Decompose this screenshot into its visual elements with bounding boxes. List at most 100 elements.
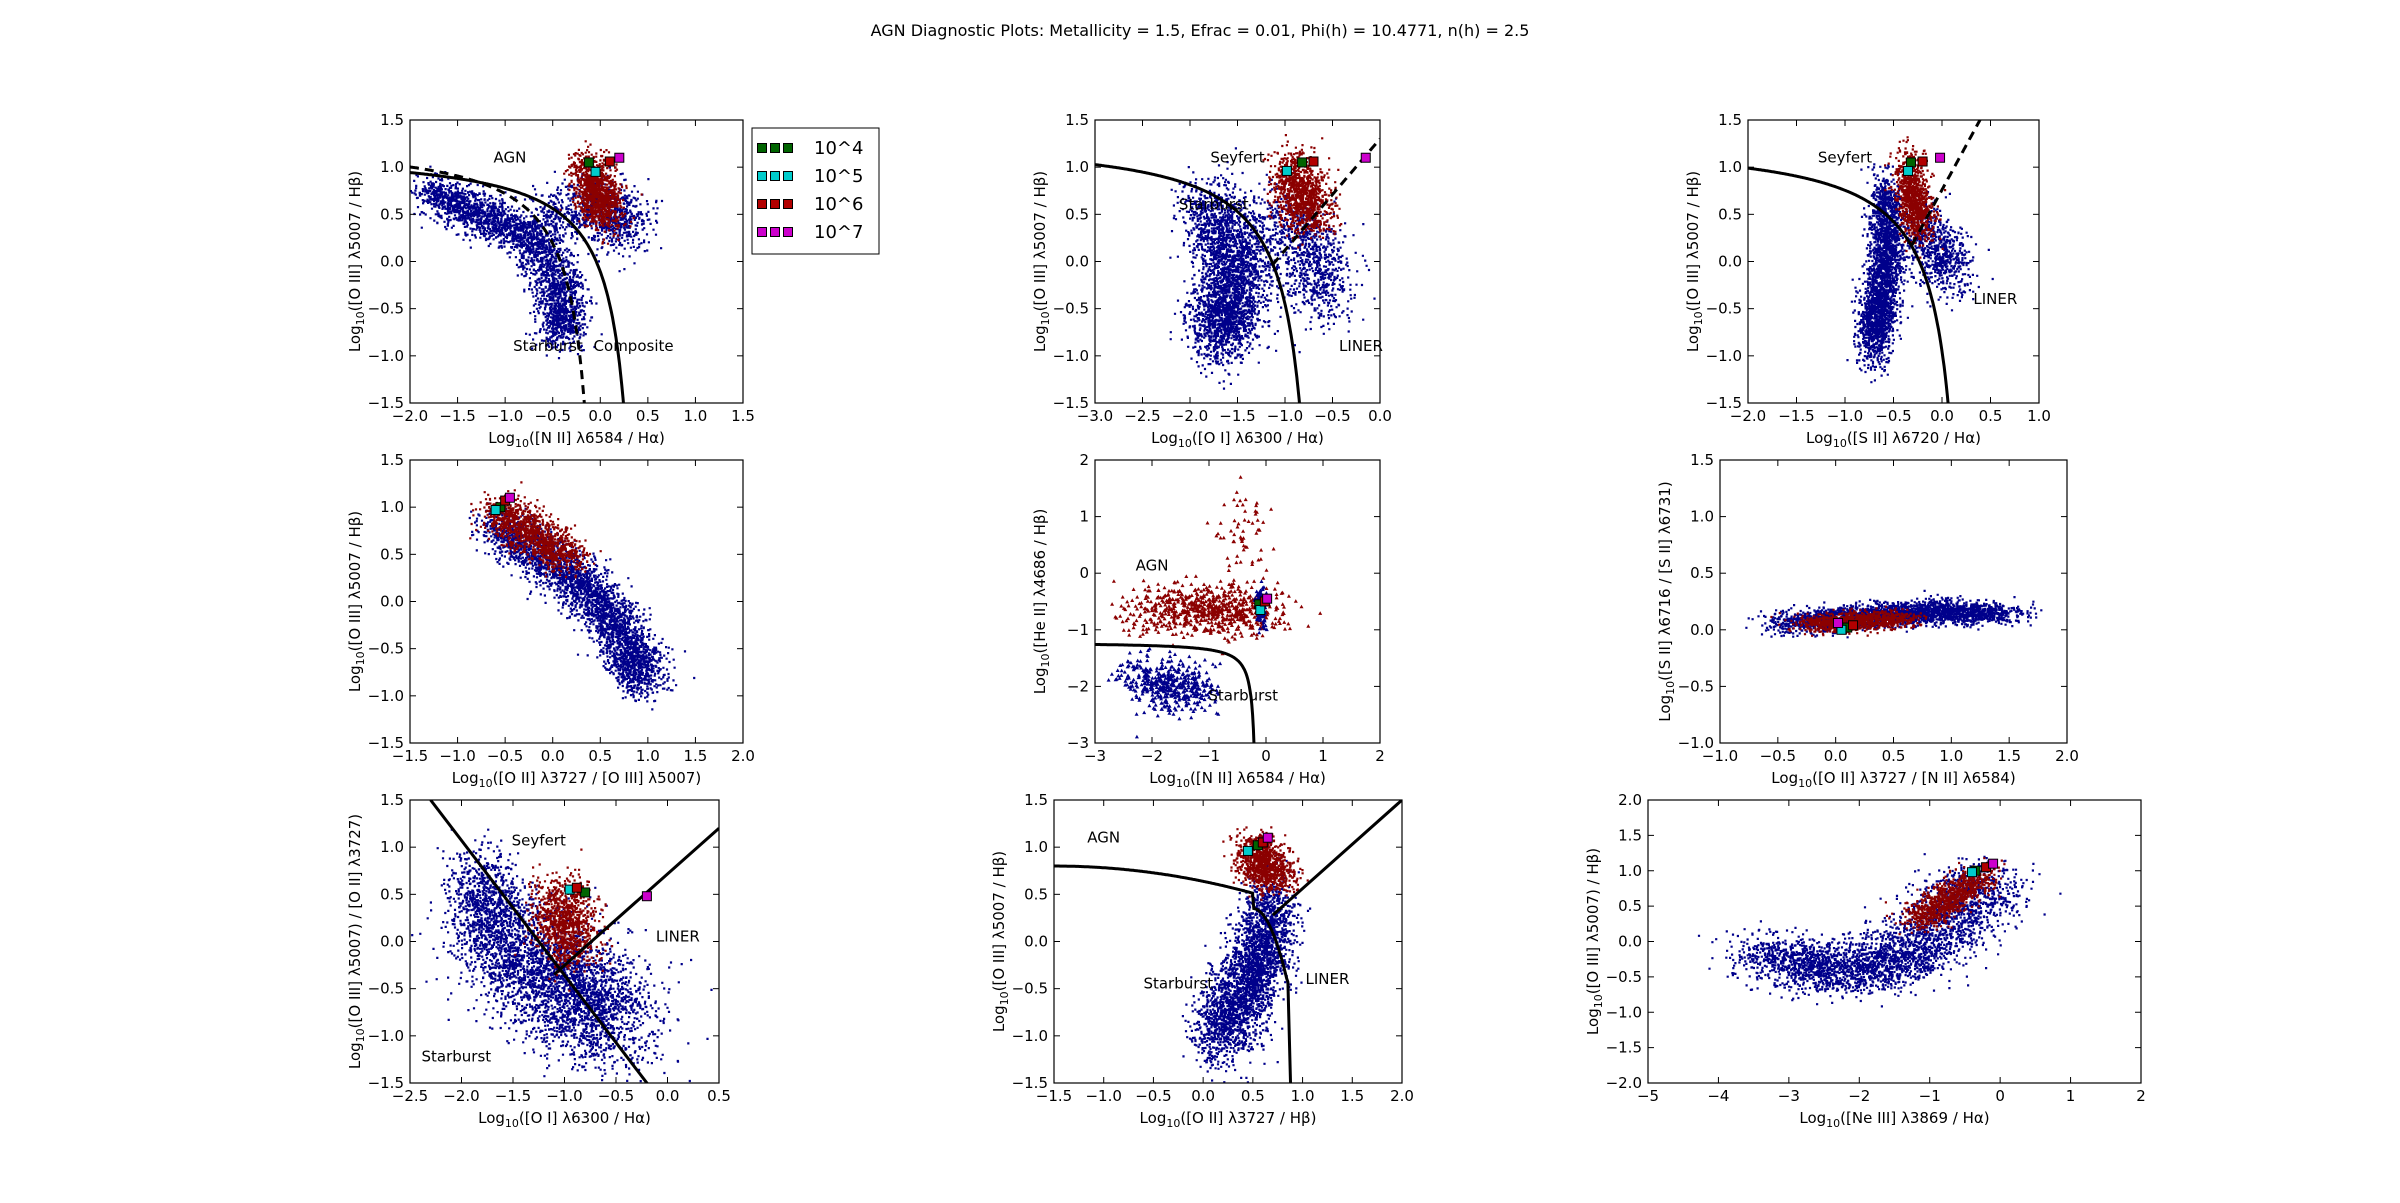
x-tick-label: −3.0 [1077,407,1113,425]
y-tick-label: −1.0 [1606,1003,1642,1021]
x-tick-label: 0.0 [1191,1087,1215,1105]
x-tick-label: −0.5 [1314,407,1350,425]
y-tick-label: 1.5 [1618,826,1642,844]
y-tick-label: 1.5 [1065,111,1089,129]
x-tick-label: −4 [1707,1087,1729,1105]
marker-106 [571,882,582,893]
x-tick-label: 2.0 [1390,1087,1414,1105]
cloud-blue-1 [436,828,567,989]
marker-106 [1917,156,1928,167]
y-tick-label: 2 [1079,451,1089,469]
x-tick-label: −1.0 [1827,407,1863,425]
y-tick-label: −3 [1067,734,1089,752]
y-tick-label: −1.5 [1012,1074,1048,1092]
y-tick-label: 0.5 [380,205,404,223]
cloud-blue-0 [410,165,603,360]
y-tick-label: 0.5 [1690,564,1714,582]
x-tick-label: 0.5 [1241,1087,1265,1105]
legend-label: 10^4 [814,138,863,159]
x-tick-label: −2.5 [1124,407,1160,425]
point-clouds [1169,134,1376,390]
y-tick-label: 0.0 [380,253,404,271]
cloud-blue-0 [411,863,713,1083]
y-tick-label: 1 [1079,508,1089,526]
x-tick-label: 0.0 [656,1087,680,1105]
point-clouds [468,481,696,711]
y-tick-label: −1.5 [1606,1039,1642,1057]
point-clouds [411,828,713,1083]
y-tick-label: −0.5 [1606,968,1642,986]
y-tick-label: 0.0 [1718,253,1742,271]
x-tick-label: −1.0 [1267,407,1303,425]
y-tick-label: −0.5 [1706,300,1742,318]
cloud-red-2 [1262,134,1343,249]
x-tick-label: 1 [1318,747,1328,765]
y-tick-label: 1.0 [380,498,404,516]
region-label: LINER [656,928,700,946]
legend-swatch [783,143,793,153]
marker-107 [1988,858,1999,869]
x-tick-label: −2 [1848,1087,1870,1105]
x-axis-label: Log10([O II] λ3727 / Hβ) [1140,1109,1317,1130]
marker-107 [614,152,625,163]
y-tick-label: 0.0 [1690,621,1714,639]
x-tick-label: −0.5 [534,407,570,425]
region-label: Starburst [1143,975,1213,993]
region-label: Seyfert [1210,148,1264,166]
x-tick-label: 0.0 [541,747,565,765]
y-tick-label: 0 [1079,564,1089,582]
legend-swatch [783,199,793,209]
cloud-red-1 [1222,826,1309,901]
marker-105 [1281,165,1292,176]
x-tick-label: 0 [1261,747,1271,765]
panel-p4: −1.5 −1.0 −0.5 0.0 0.5 1.0 1.5 2.0 −1.5 −1.0 −0.5 0… [346,451,755,790]
x-tick-label: −1.0 [546,1087,582,1105]
x-tick-label: −1.0 [1085,1087,1121,1105]
marker-106 [1848,620,1859,631]
y-tick-label: 1.5 [380,791,404,809]
marker-104 [1905,157,1916,168]
x-tick-label: 0.0 [1824,747,1848,765]
x-tick-label: −1.0 [1702,747,1738,765]
x-tick-label: −0.5 [1875,407,1911,425]
y-tick-label: −0.5 [368,640,404,658]
y-tick-label: −1.5 [368,734,404,752]
marker-107 [1935,152,1946,163]
y-tick-label: −1.0 [1678,734,1714,752]
legend-swatch [770,227,780,237]
cloud-red-2 [1205,475,1276,585]
x-tick-label: 1 [2066,1087,2076,1105]
x-tick-label: −2.0 [443,1087,479,1105]
cloud-blue-0 [1106,646,1223,739]
x-axis-label: Log10([N II] λ6584 / Hα) [488,429,665,450]
marker-107 [1262,593,1273,604]
y-axis-label: Log10([O III] λ5007 / Hβ) [1031,171,1052,352]
tick-labels: −1.5 −1.0 −0.5 0.0 0.5 1.0 1.5 2.0 −1.5 −1.0 −0.5 0… [368,451,755,765]
legend-swatch [783,171,793,181]
x-tick-label: 1.0 [1939,747,1963,765]
panel-p5: −3 −2 −1 0 1 2 −3 −2 −1 0 1 2 Log10([N II] λ6584 / H… [1031,451,1385,790]
y-tick-label: 1.0 [1024,838,1048,856]
cloud-red-2 [1884,136,1947,261]
cloud-blue-0 [1846,163,1919,384]
y-tick-label: 1.0 [1690,508,1714,526]
x-tick-label: 2.0 [2055,747,2079,765]
region-label: AGN [493,148,526,166]
legend-swatch [757,227,767,237]
region-label: Starburst [422,1047,492,1065]
kewley-line [1748,166,1950,403]
marker-104 [583,157,594,168]
y-tick-label: −1.0 [1706,347,1742,365]
y-tick-label: 1.5 [1718,111,1742,129]
demarcation-lines [1054,800,1402,1083]
x-tick-label: 1.0 [2027,407,2051,425]
region-label: LINER [1973,290,2017,308]
x-tick-label: 2 [1375,747,1385,765]
marker-107 [1262,832,1273,843]
y-axis-label: Log10([O III] λ5007) / [O II] λ3727) [346,814,367,1069]
marker-107 [1832,618,1843,629]
x-axis-label: Log10([Ne III] λ3869 / Hα) [1799,1109,1989,1130]
legend-label: 10^5 [814,166,863,187]
x-tick-label: −0.5 [598,1087,634,1105]
